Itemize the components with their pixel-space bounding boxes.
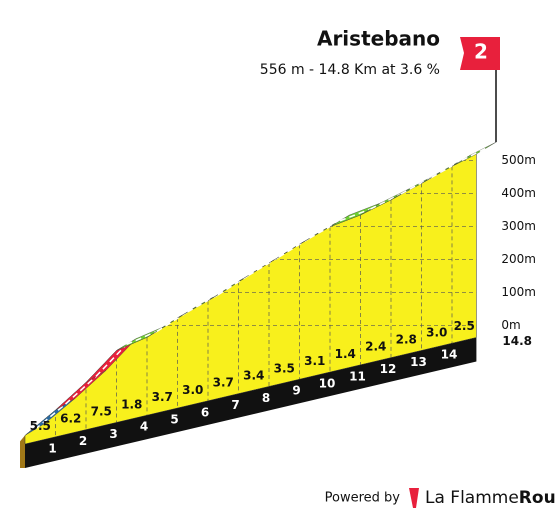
brand: La FlammeRouge <box>425 488 555 508</box>
gradient-label: 3.4 <box>243 369 264 383</box>
band-dash <box>278 237 310 258</box>
gradient-label: 3.7 <box>213 376 234 390</box>
x-tick-label: 3 <box>109 427 117 441</box>
x-tick-label: 14 <box>441 348 458 362</box>
chart-subtitle: 556 m - 14.8 Km at 3.6 % <box>260 62 440 78</box>
y-tick-label: 400m <box>501 186 536 200</box>
x-tick-label: 6 <box>201 405 209 419</box>
x-tick-label: 1 <box>48 441 56 455</box>
x-tick-label: 2 <box>79 434 87 448</box>
logo <box>409 488 419 508</box>
band-dash <box>309 220 341 239</box>
gradient-label: 1.8 <box>121 397 142 411</box>
band-dash <box>64 375 97 405</box>
gradient-label: 7.5 <box>91 405 112 419</box>
x-tick-label: 7 <box>231 398 239 412</box>
y-tick-label: 300m <box>501 219 536 233</box>
x-tick-label: 13 <box>410 355 427 369</box>
band-dash <box>126 330 158 346</box>
gradient-label: 3.0 <box>182 383 203 397</box>
x-tick-label: 4 <box>140 420 148 434</box>
band-dash <box>95 343 128 377</box>
band-dash <box>34 403 66 430</box>
gradient-label: 3.7 <box>152 390 173 404</box>
band-dash <box>339 208 371 222</box>
band-dash <box>370 193 402 210</box>
band-dash <box>431 159 463 179</box>
gradient-label: 5.5 <box>30 419 51 433</box>
category-flag <box>460 37 500 70</box>
x-tick-label: 8 <box>262 391 270 405</box>
y-tick-label: 500m <box>501 153 536 167</box>
gradient-label: 2.4 <box>365 340 386 354</box>
gradient-label: 3.5 <box>274 361 295 375</box>
gradient-label: 3.0 <box>426 325 447 339</box>
y-tick-label: 0m <box>501 318 520 332</box>
x-tick-label: 5 <box>170 413 178 427</box>
profile: 0m100m200m300m400m500m123456789101112131… <box>20 141 536 468</box>
gradient-label: 2.5 <box>454 319 475 333</box>
gradient-label: 2.8 <box>396 333 417 347</box>
band-dash <box>400 176 432 195</box>
gradient-label: 3.1 <box>304 354 325 368</box>
chart-title: Aristebano <box>317 27 440 51</box>
band-dash <box>461 147 487 161</box>
x-tick-label: 10 <box>319 377 336 391</box>
gradient-label: 1.4 <box>335 347 356 361</box>
y-tick-label: 200m <box>501 252 536 266</box>
band-dash <box>248 256 280 277</box>
end-distance: 14.8 <box>502 334 532 348</box>
footer-text: Powered by <box>325 491 401 506</box>
x-tick-label: 11 <box>349 369 366 383</box>
base-strip <box>25 337 477 468</box>
side-face <box>20 435 25 468</box>
category-label: 2 <box>474 40 488 64</box>
band-dash <box>187 294 219 313</box>
x-tick-label: 12 <box>380 362 397 376</box>
x-tick-label: 9 <box>292 384 300 398</box>
y-tick-label: 100m <box>501 285 536 299</box>
gradient-label: 6.2 <box>60 412 81 426</box>
